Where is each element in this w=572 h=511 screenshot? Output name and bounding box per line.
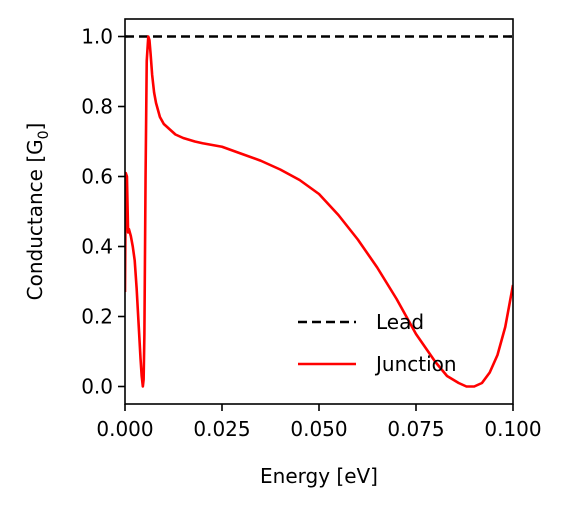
legend: Lead Junction bbox=[298, 310, 457, 376]
y-axis-label-main: Conductance [G bbox=[23, 139, 47, 300]
plot-lines bbox=[125, 35, 513, 388]
x-tick-label: 0.050 bbox=[290, 417, 347, 441]
legend-label-junction: Junction bbox=[374, 352, 457, 376]
x-axis-ticks: 0.000 0.025 0.050 0.075 0.100 bbox=[96, 404, 542, 441]
x-tick-label: 0.075 bbox=[387, 417, 444, 441]
y-tick-label: 0.4 bbox=[81, 235, 113, 259]
y-axis-label-subscript: 0 bbox=[36, 130, 52, 139]
x-tick-label: 0.100 bbox=[484, 417, 541, 441]
y-tick-label: 1.0 bbox=[81, 25, 113, 49]
x-tick-label: 0.000 bbox=[96, 417, 153, 441]
series-line-junction bbox=[125, 35, 513, 388]
y-axis-label: Conductance [G0] bbox=[23, 123, 52, 301]
y-axis-ticks: 0.0 0.2 0.4 0.6 0.8 1.0 bbox=[81, 25, 125, 399]
y-tick-label: 0.0 bbox=[81, 375, 113, 399]
legend-label-lead: Lead bbox=[376, 310, 424, 334]
y-axis-label-close: ] bbox=[23, 123, 47, 131]
x-tick-label: 0.025 bbox=[193, 417, 250, 441]
y-tick-label: 0.8 bbox=[81, 95, 113, 119]
x-axis-label: Energy [eV] bbox=[260, 464, 378, 488]
plot-frame bbox=[124, 18, 514, 405]
y-tick-label: 0.6 bbox=[81, 165, 113, 189]
y-tick-label: 0.2 bbox=[81, 305, 113, 329]
